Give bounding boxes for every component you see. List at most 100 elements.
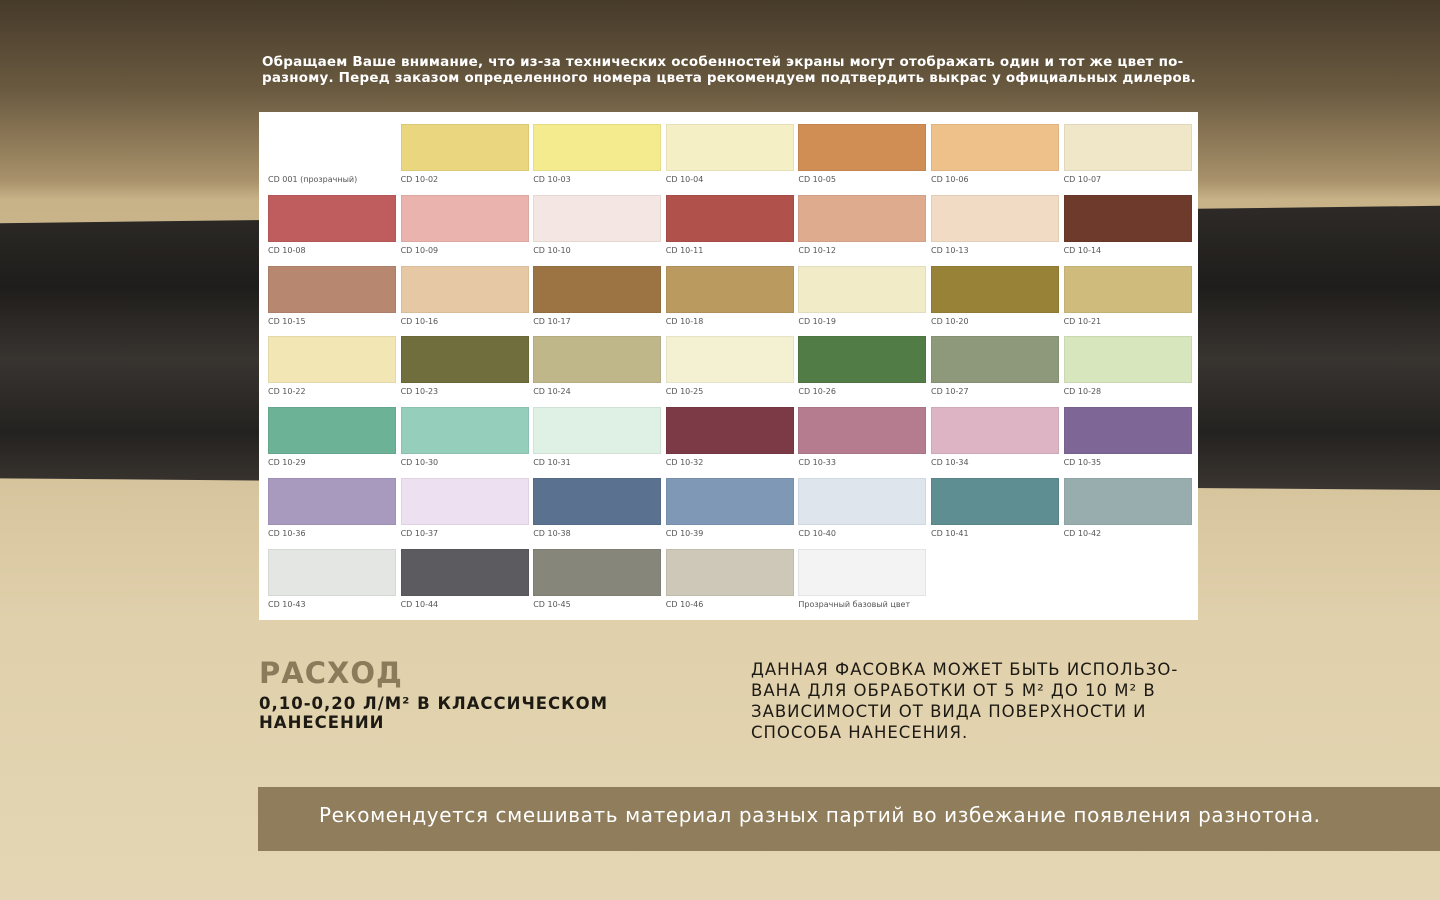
swatch-chip xyxy=(268,265,396,313)
color-swatch: CD 10-23 xyxy=(400,336,529,396)
color-swatch: CD 10-04 xyxy=(665,124,794,184)
swatch-label: CD 10-36 xyxy=(268,529,306,538)
swatch-label: CD 10-09 xyxy=(400,245,439,255)
package-info: Данная фасовка может быть использо-вана … xyxy=(751,660,1179,742)
color-swatch: CD 10-06 xyxy=(931,124,1059,184)
color-swatch: CD 10-25 xyxy=(665,336,794,396)
swatch-chip xyxy=(798,265,927,313)
swatch-chip xyxy=(268,194,396,242)
color-swatch: CD 10-05 xyxy=(798,124,927,184)
color-swatch: CD 10-33 xyxy=(798,407,927,467)
color-swatch: CD 10-37 xyxy=(400,478,529,538)
swatch-label: CD 10-35 xyxy=(1063,458,1102,468)
color-swatch: CD 10-42 xyxy=(1063,478,1192,538)
swatch-label: CD 10-15 xyxy=(268,316,306,326)
swatch-chip xyxy=(798,548,927,596)
color-swatch: CD 10-30 xyxy=(400,407,529,467)
swatch-label: CD 10-32 xyxy=(665,458,704,468)
recommendation-text: Рекомендуется смешивать материал разных … xyxy=(319,803,1321,827)
color-swatch: CD 10-36 xyxy=(268,478,396,538)
consumption-rate: 0,10-0,20 л/м² в классическом нанесении xyxy=(259,694,609,732)
swatch-label: CD 10-33 xyxy=(798,458,836,468)
swatch-label: CD 10-40 xyxy=(798,529,836,538)
swatch-label: CD 10-25 xyxy=(665,387,704,397)
swatch-chip xyxy=(400,548,529,596)
color-swatch: CD 10-31 xyxy=(533,407,662,467)
swatch-chip xyxy=(931,194,1059,242)
swatch-label: CD 001 (прозрачный) xyxy=(268,175,358,184)
swatch-label: CD 10-12 xyxy=(798,245,836,255)
swatch-label: Прозрачный базовый цвет xyxy=(798,599,911,609)
swatch-chip xyxy=(1063,265,1192,313)
color-swatch: CD 10-39 xyxy=(665,478,794,538)
swatch-chip xyxy=(400,478,529,525)
color-swatch: CD 10-27 xyxy=(931,336,1059,396)
swatch-chip xyxy=(798,124,927,171)
swatch-chip xyxy=(931,124,1059,171)
swatch-chip xyxy=(665,336,794,384)
color-swatch: CD 10-12 xyxy=(798,194,927,255)
swatch-label: CD 10-46 xyxy=(665,599,704,609)
swatch-chip xyxy=(533,194,662,242)
swatch-chip xyxy=(798,194,927,242)
color-swatch: CD 10-44 xyxy=(400,548,529,609)
swatch-chip xyxy=(665,407,794,455)
swatch-chip xyxy=(931,407,1059,455)
swatch-chip xyxy=(533,336,662,384)
swatch-label: CD 10-27 xyxy=(931,387,969,397)
color-swatch: CD 10-34 xyxy=(931,407,1059,467)
swatch-label: CD 10-17 xyxy=(533,316,571,326)
swatch-label: CD 10-42 xyxy=(1063,529,1102,538)
swatch-label: CD 10-11 xyxy=(665,245,704,255)
swatch-label: CD 10-44 xyxy=(400,599,439,609)
swatch-chip xyxy=(268,478,396,525)
color-swatch: CD 10-16 xyxy=(400,265,529,326)
color-swatch: CD 10-35 xyxy=(1063,407,1192,467)
swatch-chip xyxy=(400,407,529,455)
color-swatch: CD 10-38 xyxy=(533,478,662,538)
color-swatch: CD 10-07 xyxy=(1063,124,1192,184)
color-swatch: CD 10-15 xyxy=(268,265,396,326)
swatch-chip xyxy=(533,124,662,171)
swatch-label: CD 10-43 xyxy=(268,599,306,609)
color-swatch: CD 10-09 xyxy=(400,194,529,255)
color-swatch: CD 10-40 xyxy=(798,478,927,538)
swatch-chip xyxy=(665,265,794,313)
color-swatch: CD 10-24 xyxy=(533,336,662,396)
swatch-label: CD 10-14 xyxy=(1063,245,1102,255)
swatch-label: CD 10-45 xyxy=(533,599,571,609)
color-swatch: CD 10-21 xyxy=(1063,265,1192,326)
swatch-chip xyxy=(268,407,396,455)
swatch-chip xyxy=(798,478,927,525)
color-swatch: CD 10-11 xyxy=(665,194,794,255)
color-swatch: CD 10-22 xyxy=(268,336,396,396)
color-swatch: CD 10-28 xyxy=(1063,336,1192,396)
swatch-label: CD 10-22 xyxy=(268,387,306,397)
swatch-chip xyxy=(400,336,529,384)
color-swatch: CD 10-32 xyxy=(665,407,794,467)
swatch-label: CD 10-37 xyxy=(400,529,439,538)
color-display-notice: Обращаем Ваше внимание, что из-за технич… xyxy=(262,54,1196,86)
swatch-chip xyxy=(1063,478,1192,525)
swatch-chip xyxy=(931,336,1059,384)
color-swatch: CD 10-13 xyxy=(931,194,1059,255)
swatch-chip xyxy=(665,478,794,525)
swatch-chip xyxy=(798,407,927,455)
swatch-label: CD 10-23 xyxy=(400,387,439,397)
color-swatch: CD 10-41 xyxy=(931,478,1059,538)
swatch-chip xyxy=(665,124,794,171)
color-swatch: CD 10-02 xyxy=(400,124,529,184)
swatch-chip xyxy=(533,548,662,596)
color-swatch: CD 10-43 xyxy=(268,548,396,609)
color-swatch: CD 001 (прозрачный) xyxy=(268,124,396,184)
swatch-label: CD 10-26 xyxy=(798,387,836,397)
swatch-label: CD 10-05 xyxy=(798,175,836,184)
swatch-label: CD 10-18 xyxy=(665,316,704,326)
swatch-label: CD 10-41 xyxy=(931,529,969,538)
swatch-label: CD 10-31 xyxy=(533,458,571,468)
swatch-label: CD 10-30 xyxy=(400,458,439,468)
swatch-chip xyxy=(268,336,396,384)
swatch-label: CD 10-16 xyxy=(400,316,439,326)
swatch-label: CD 10-24 xyxy=(533,387,571,397)
swatch-label: CD 10-13 xyxy=(931,245,969,255)
